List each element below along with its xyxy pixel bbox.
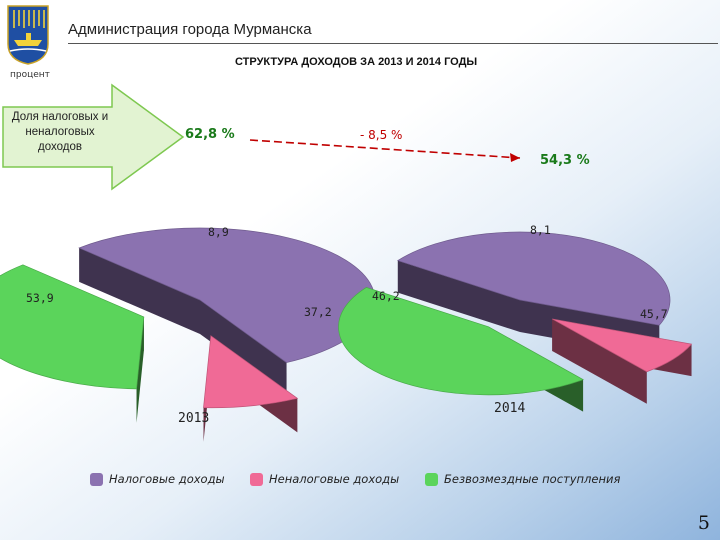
pie-0-year-label: 2013 — [178, 411, 209, 426]
pie-1-cut-nontax-1 — [552, 318, 647, 404]
pie-0-label-grants: 37,2 — [304, 305, 332, 319]
pie-0-label-nontax: 8,9 — [208, 225, 229, 239]
pie-0-label-tax: 53,9 — [26, 291, 54, 305]
legend-label-grants: Безвозмездные поступления — [444, 472, 621, 486]
pie-1: 46,2 8,1 45,7 2014 — [338, 223, 693, 416]
pie-0-cut-tax-0 — [79, 247, 200, 334]
callout-arrow — [2, 83, 185, 191]
legend-swatch-tax — [90, 472, 103, 486]
pie-0: 53,9 8,9 37,2 2013 — [0, 225, 376, 442]
chart-title: СТРУКТУРА ДОХОДОВ ЗА 2013 И 2014 ГОДЫ — [235, 56, 478, 68]
pie-0-slice-nontax — [203, 335, 299, 409]
share-2013-label: 62,8 % — [185, 127, 235, 142]
pie-1-slice-nontax — [552, 318, 693, 373]
trend-arrowhead — [510, 153, 520, 162]
page-number: 5 — [697, 512, 710, 534]
legend-item-grants: Безвозмездные поступления — [425, 472, 620, 486]
share-change-label: - 8,5 % — [360, 128, 403, 142]
legend: Налоговые доходы Неналоговые доходы Безв… — [0, 472, 720, 492]
legend-item-tax: Налоговые доходы — [90, 472, 225, 486]
legend-label-nontax: Неналоговые доходы — [269, 472, 400, 486]
unit-label: процент — [10, 70, 50, 80]
pie-1-label-grants: 45,7 — [640, 307, 668, 321]
pie-1-slice-tax — [396, 231, 671, 326]
pie-0-slice-grants — [0, 264, 145, 390]
pie-1-label-nontax: 8,1 — [530, 223, 551, 237]
trend-arrow — [249, 139, 521, 162]
city-emblem-icon — [7, 5, 49, 65]
legend-label-tax: Налоговые доходы — [109, 472, 225, 486]
pie-1-year-label: 2014 — [494, 401, 525, 416]
legend-swatch-nontax — [250, 472, 263, 486]
legend-item-nontax: Неналоговые доходы — [250, 472, 399, 486]
trend-line — [249, 139, 521, 159]
legend-swatch-grants — [425, 472, 438, 486]
share-2014-label: 54,3 % — [540, 153, 590, 168]
callout-text: Доля налоговых и неналоговых доходов — [11, 111, 109, 153]
pie-0-cut-tax-1 — [200, 300, 287, 397]
org-title: Администрация города Мурманска — [68, 21, 312, 38]
pie-1-label-tax: 46,2 — [372, 289, 400, 303]
pie-1-slice-grants — [338, 287, 584, 396]
pie-1-cut-tax-0 — [397, 260, 520, 332]
header-divider — [68, 43, 718, 44]
